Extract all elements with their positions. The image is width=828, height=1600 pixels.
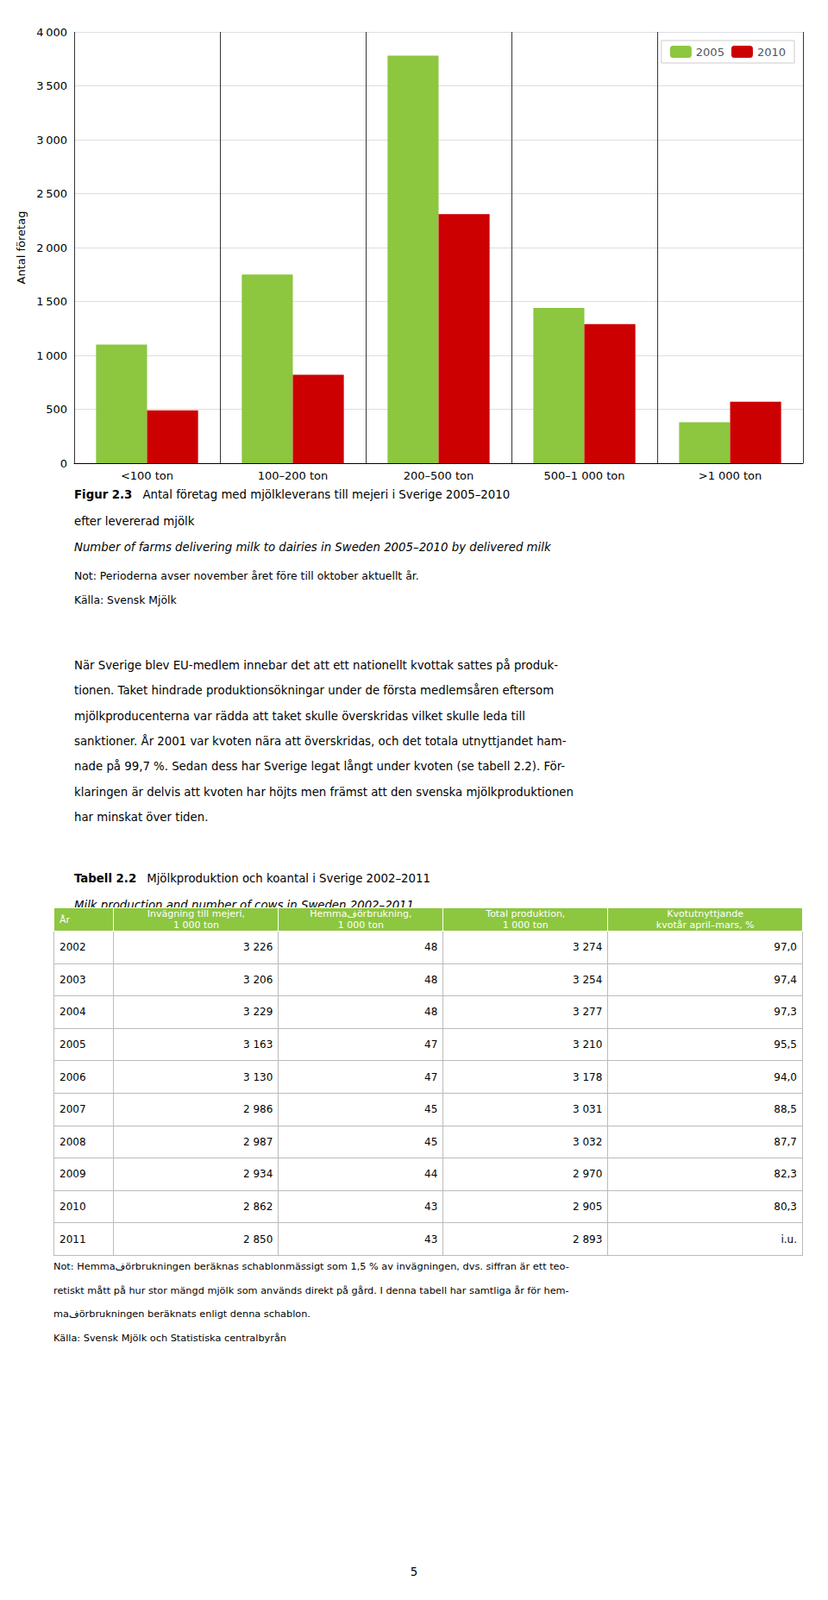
html-text:Number of farms delivering mil: Number of farms delivering milk to dairi…: [74, 540, 551, 554]
svg-text:3 500: 3 500: [36, 79, 68, 93]
html-text:3 163: 3 163: [243, 1038, 273, 1051]
html-text:2011: 2011: [59, 1233, 86, 1246]
html-text:Källa: Svensk Mjölk och Statis: Källa: Svensk Mjölk och Statistiska cent…: [53, 1332, 287, 1344]
html-text:97,3: 97,3: [773, 1006, 797, 1019]
html-text:94,0: 94,0: [773, 1070, 797, 1084]
svg-text:Antal företag: Antal företag: [14, 211, 28, 285]
html-text:tionen. Taket hindrade produkt: tionen. Taket hindrade produktionsökning…: [74, 684, 554, 698]
html-text:2009: 2009: [59, 1168, 86, 1181]
html-text:3 226: 3 226: [243, 941, 273, 954]
html-text:43: 43: [424, 1233, 438, 1246]
html-text:efter levererad mjölk: efter levererad mjölk: [74, 514, 195, 528]
html-text:82,3: 82,3: [773, 1168, 797, 1181]
html-text:3 274: 3 274: [572, 941, 603, 954]
html-text:3 210: 3 210: [572, 1038, 603, 1051]
html-text:2007: 2007: [59, 1103, 86, 1116]
svg-text:1 500: 1 500: [36, 294, 68, 308]
svg-text:100–200 ton: 100–200 ton: [257, 469, 329, 483]
svg-text:2010: 2010: [757, 45, 786, 59]
html-text:48: 48: [424, 973, 438, 986]
html-text:2004: 2004: [59, 1006, 86, 1019]
html-text:5: 5: [410, 1565, 418, 1579]
svg-text:2 500: 2 500: [36, 187, 68, 201]
html-text:3 229: 3 229: [243, 1006, 273, 1019]
svg-text:500: 500: [45, 402, 68, 416]
svg-text:2005: 2005: [696, 45, 725, 59]
html-text:43: 43: [424, 1200, 438, 1213]
html-text:maفörbrukningen beräknats enli: maفörbrukningen beräknats enligt denna s…: [53, 1308, 311, 1320]
html-text:nade på 99,7 %. Sedan dess har: nade på 99,7 %. Sedan dess har Sverige l…: [74, 760, 566, 773]
html-text:klaringen är delvis att kvoten: klaringen är delvis att kvoten har höjts…: [74, 785, 574, 799]
html-text:Antal företag med mjölkleveran: Antal företag med mjölkleverans till mej…: [142, 488, 510, 502]
html-text:3 206: 3 206: [243, 973, 273, 986]
html-text:2006: 2006: [59, 1070, 86, 1084]
html-text:2005: 2005: [59, 1038, 86, 1051]
html-text:Figur 2.3: Figur 2.3: [74, 488, 133, 502]
html-text:2 986: 2 986: [243, 1103, 273, 1116]
html-text:97,4: 97,4: [773, 973, 797, 986]
html-text:2010: 2010: [59, 1200, 86, 1213]
html-text:sanktioner. År 2001 var kvoten: sanktioner. År 2001 var kvoten nära att …: [74, 734, 567, 748]
html-text:3 254: 3 254: [572, 973, 603, 986]
svg-text:1 000: 1 000: [36, 349, 68, 363]
html-text:Total produktion, 1 000 ton: Total produktion, 1 000 ton: [485, 908, 566, 931]
html-text:mjölkproducenterna var rädda a: mjölkproducenterna var rädda att taket s…: [74, 709, 526, 723]
html-text:48: 48: [424, 1006, 438, 1019]
html-text:retiskt mått på hur stor mängd: retiskt mått på hur stor mängd mjölk som…: [53, 1284, 569, 1296]
html-text:45: 45: [424, 1135, 438, 1148]
html-text:Hemmaفörbrukning, 1 000 ton: Hemmaفörbrukning, 1 000 ton: [309, 908, 412, 931]
html-text:Kvotutnyttjande kvotår april–m: Kvotutnyttjande kvotår april–mars, %: [656, 908, 755, 931]
svg-text:4 000: 4 000: [36, 25, 68, 39]
html-text:2003: 2003: [59, 973, 86, 986]
html-text:87,7: 87,7: [773, 1135, 797, 1148]
html-text:88,5: 88,5: [773, 1103, 797, 1116]
html-text:2008: 2008: [59, 1135, 86, 1148]
html-text:2 905: 2 905: [572, 1200, 603, 1213]
html-text:i.u.: i.u.: [780, 1233, 797, 1246]
html-text:År: År: [59, 913, 70, 926]
svg-text:200–500 ton: 200–500 ton: [403, 469, 475, 483]
html-text:2 893: 2 893: [572, 1233, 603, 1246]
svg-text:2 000: 2 000: [36, 241, 68, 255]
svg-text:3 000: 3 000: [36, 133, 68, 147]
html-text:3 178: 3 178: [572, 1070, 603, 1084]
html-text:2 934: 2 934: [243, 1168, 273, 1181]
html-text:2 987: 2 987: [243, 1135, 273, 1148]
html-text:47: 47: [424, 1070, 438, 1084]
html-text:2 862: 2 862: [243, 1200, 273, 1213]
svg-text:500–1 000 ton: 500–1 000 ton: [544, 469, 626, 483]
html-text:80,3: 80,3: [773, 1200, 797, 1213]
html-text:45: 45: [424, 1103, 438, 1116]
html-text:Invägning till mejeri, 1 000 t: Invägning till mejeri, 1 000 ton: [147, 908, 246, 931]
svg-text:<100 ton: <100 ton: [120, 469, 174, 483]
html-text:3 031: 3 031: [572, 1103, 603, 1116]
html-text:47: 47: [424, 1038, 438, 1051]
html-text:3 032: 3 032: [572, 1135, 603, 1148]
html-text:2 850: 2 850: [243, 1233, 273, 1246]
html-text:När Sverige blev EU-medlem inn: När Sverige blev EU-medlem innebar det a…: [74, 658, 559, 672]
html-text:Milk production and number of: Milk production and number of cows in Sw…: [74, 898, 414, 912]
html-text:2002: 2002: [59, 941, 86, 954]
html-text:44: 44: [424, 1168, 438, 1181]
html-text:har minskat över tiden.: har minskat över tiden.: [74, 810, 209, 824]
html-text:Källa: Svensk Mjölk: Källa: Svensk Mjölk: [74, 593, 177, 607]
svg-text:0: 0: [60, 457, 68, 471]
html-text:Tabell 2.2: Tabell 2.2: [74, 871, 137, 885]
html-text:Not: Perioderna avser november: Not: Perioderna avser november året före…: [74, 569, 419, 583]
html-text:2 970: 2 970: [572, 1168, 603, 1181]
html-text:95,5: 95,5: [773, 1038, 797, 1051]
html-text:Mjölkproduktion och koantal i: Mjölkproduktion och koantal i Sverige 20…: [146, 871, 431, 885]
html-text:48: 48: [424, 941, 438, 954]
html-text:Not: Hemmaفörbrukningen beräkn: Not: Hemmaفörbrukningen beräknas schablo…: [53, 1260, 570, 1273]
html-text:3 277: 3 277: [572, 1006, 603, 1019]
html-text:97,0: 97,0: [773, 941, 797, 954]
svg-text:>1 000 ton: >1 000 ton: [698, 469, 763, 483]
html-text:3 130: 3 130: [243, 1070, 273, 1084]
